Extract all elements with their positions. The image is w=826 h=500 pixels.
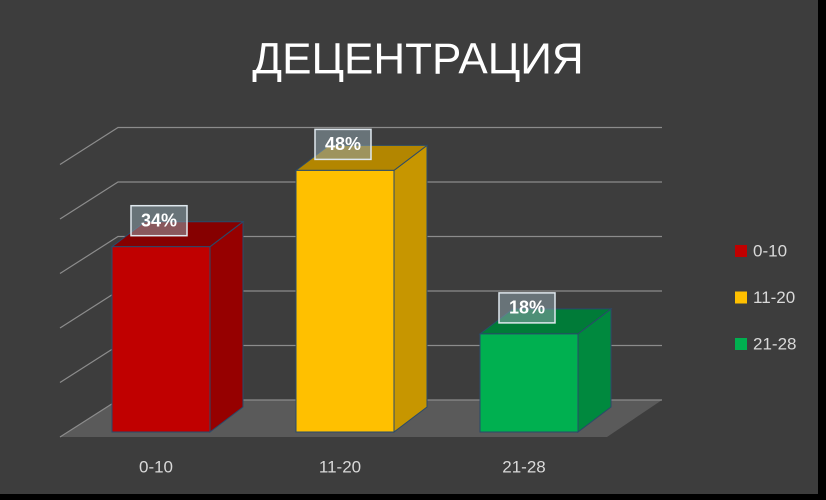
value-label: 48% — [325, 134, 361, 154]
x-tick-label: 21-28 — [502, 457, 545, 476]
bar-side — [393, 144, 428, 434]
grid-line — [59, 235, 662, 275]
bar — [294, 144, 429, 434]
legend-swatch — [735, 338, 747, 350]
value-label: 34% — [141, 210, 177, 230]
grid-line — [59, 181, 662, 220]
legend-label: 0-10 — [753, 241, 787, 260]
legend-swatch — [735, 245, 747, 257]
x-tick-label: 11-20 — [319, 457, 361, 476]
bar-side — [209, 220, 244, 434]
bar-front — [295, 169, 395, 433]
legend-swatch — [735, 291, 747, 304]
value-label: 18% — [509, 298, 545, 318]
legend-label: 11-20 — [753, 288, 795, 307]
value-label-box — [498, 292, 556, 324]
x-tick-label: 0-10 — [139, 457, 173, 476]
bar — [478, 307, 613, 434]
bar-front — [111, 246, 211, 433]
bar-front — [479, 333, 579, 433]
value-label-box — [314, 128, 372, 161]
bar — [110, 220, 245, 434]
legend-label: 21-28 — [753, 334, 796, 353]
chart-title: ДЕЦЕНТРАЦИЯ — [252, 35, 583, 84]
value-label-box — [130, 204, 188, 237]
grid-line — [59, 126, 662, 166]
